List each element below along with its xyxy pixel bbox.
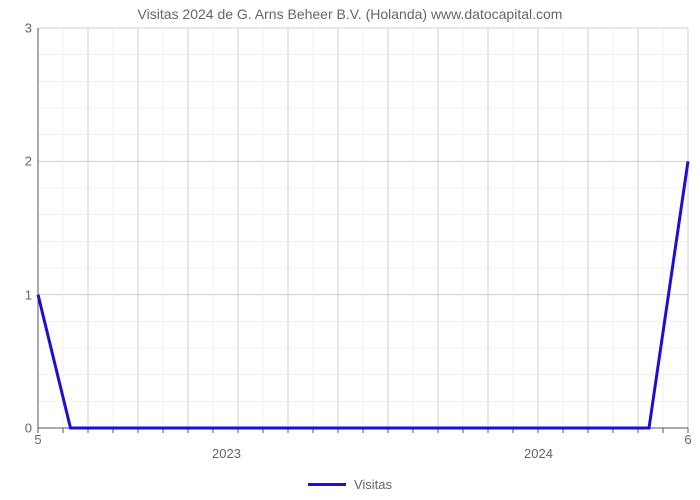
x-year-label: 2023 xyxy=(212,446,241,461)
chart-title: Visitas 2024 de G. Arns Beheer B.V. (Hol… xyxy=(0,6,700,22)
y-axis: 0123 xyxy=(0,28,38,428)
y-tick-label: 2 xyxy=(25,154,32,169)
y-tick-label: 1 xyxy=(25,287,32,302)
plot-area xyxy=(38,28,688,428)
legend-label: Visitas xyxy=(354,477,392,492)
y-tick-label: 0 xyxy=(25,421,32,436)
legend: Visitas xyxy=(0,473,700,492)
x-end-label-right: 6 xyxy=(684,432,691,447)
chart-container: Visitas 2024 de G. Arns Beheer B.V. (Hol… xyxy=(0,0,700,500)
legend-item: Visitas xyxy=(308,477,392,492)
x-year-label: 2024 xyxy=(524,446,553,461)
y-tick-label: 3 xyxy=(25,21,32,36)
plot-svg xyxy=(38,28,688,428)
legend-swatch xyxy=(308,483,346,486)
x-end-label-left: 5 xyxy=(34,432,41,447)
x-axis: 5620232024 xyxy=(38,428,688,468)
